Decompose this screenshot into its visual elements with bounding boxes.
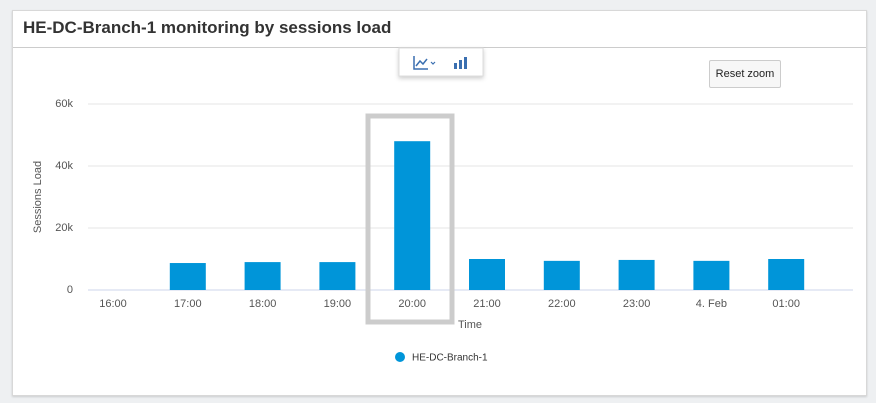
- x-tick-label: 4. Feb: [696, 298, 727, 310]
- x-tick-label: 22:00: [548, 298, 576, 310]
- legend-marker: [395, 352, 405, 362]
- legend-label: HE-DC-Branch-1: [412, 353, 488, 364]
- bar: [394, 141, 431, 290]
- y-tick-label: 20k: [55, 222, 73, 234]
- chart-title: HE-DC-Branch-1 monitoring by sessions lo…: [23, 18, 392, 37]
- x-tick-label: 21:00: [473, 298, 501, 310]
- y-tick-label: 40k: [55, 160, 73, 172]
- x-tick-label: 23:00: [623, 298, 651, 310]
- x-tick-label: 18:00: [249, 298, 277, 310]
- y-tick-label: 0: [67, 284, 73, 296]
- y-axis-title: Sessions Load: [32, 161, 44, 233]
- x-tick-label: 16:00: [99, 298, 127, 310]
- x-tick-label: 19:00: [324, 298, 352, 310]
- selection-highlight: [365, 113, 455, 325]
- y-tick-label: 60k: [55, 98, 73, 110]
- bar: [244, 262, 281, 290]
- reset-zoom-button[interactable]: Reset zoom: [709, 60, 781, 88]
- x-tick-label: 20:00: [398, 298, 426, 310]
- bar: [319, 262, 356, 290]
- x-tick-label: 17:00: [174, 298, 202, 310]
- bar: [169, 263, 206, 290]
- x-tick-label: 01:00: [772, 298, 800, 310]
- bar: [543, 260, 580, 290]
- x-axis-title: Time: [458, 319, 482, 331]
- bar: [469, 259, 505, 290]
- bar: [618, 259, 655, 290]
- bar: [768, 259, 805, 290]
- bar: [693, 260, 730, 290]
